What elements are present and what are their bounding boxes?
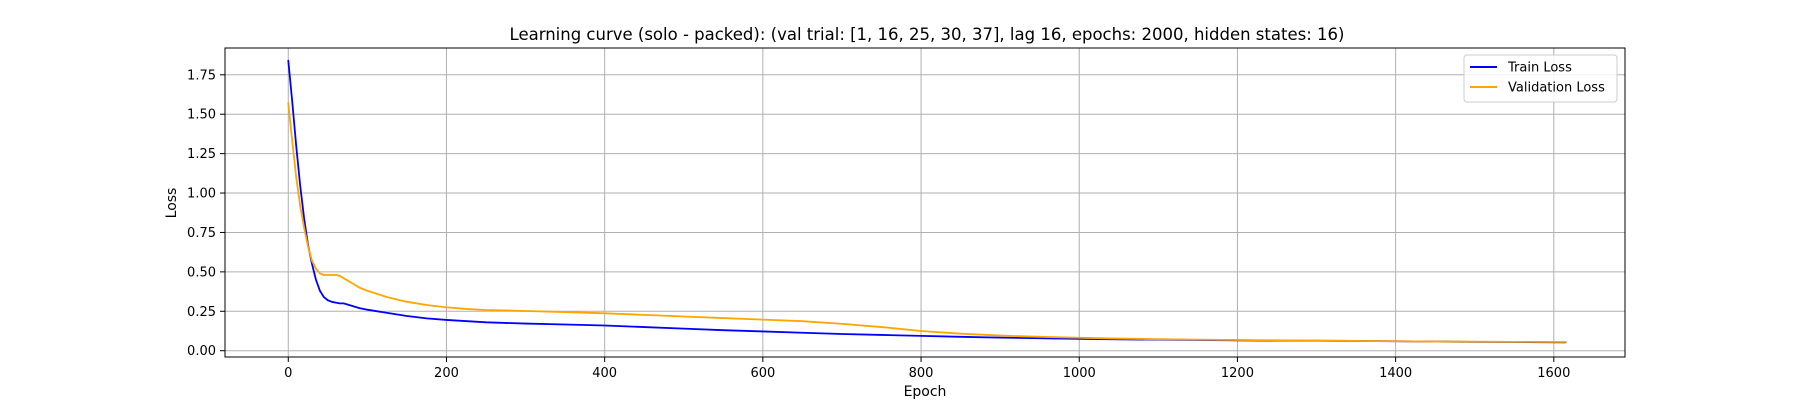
x-tick-label: 0 (284, 366, 292, 381)
y-tick-label: 1.50 (187, 108, 216, 123)
y-tick-label: 0.50 (187, 265, 216, 280)
series-line-validation-loss (287, 102, 1567, 343)
y-tick-label: 1.75 (187, 68, 216, 83)
legend-label-train-loss: Train Loss (1507, 61, 1572, 76)
y-tick-label: 1.25 (187, 147, 216, 162)
chart-title: Learning curve (solo - packed): (val tri… (510, 25, 1345, 44)
y-tick-label: 0.25 (187, 305, 216, 320)
x-axis-ticks: 0 200 400 600 800 1000 1200 1400 1600 (284, 357, 1570, 381)
x-tick-label: 400 (592, 366, 617, 381)
legend-label-validation-loss: Validation Loss (1508, 81, 1605, 96)
x-tick-label: 200 (434, 366, 459, 381)
axes-frame (224, 47, 1626, 358)
y-tick-label: 1.00 (187, 187, 216, 202)
x-tick-label: 600 (750, 366, 775, 381)
x-tick-label: 1600 (1537, 366, 1570, 381)
x-axis-label: Epoch (904, 384, 947, 400)
y-tick-label: 0.00 (187, 344, 216, 359)
x-tick-label: 1400 (1379, 366, 1412, 381)
y-axis-label: Loss (164, 188, 180, 219)
legend: Train Loss Validation Loss (1463, 54, 1618, 103)
x-tick-label: 1000 (1063, 366, 1096, 381)
y-axis-ticks: 0.00 0.25 0.50 0.75 1.00 1.25 1.50 1.75 (187, 68, 225, 359)
series-layer (287, 59, 1567, 344)
x-tick-label: 1200 (1221, 366, 1254, 381)
x-tick-label: 800 (909, 366, 934, 381)
y-tick-label: 0.75 (187, 226, 216, 241)
legend-box (1463, 54, 1618, 103)
